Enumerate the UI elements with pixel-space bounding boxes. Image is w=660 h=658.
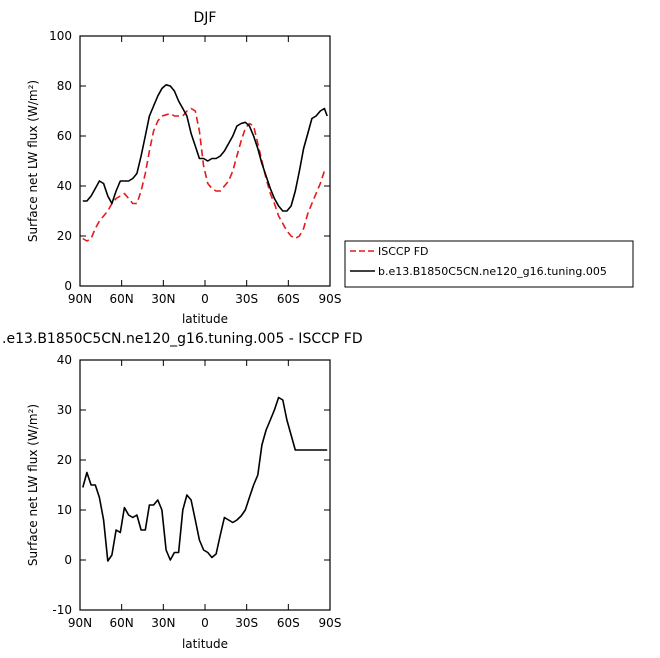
legend: ISCCP FD b.e13.B1850C5CN.ne120_g16.tunin…	[344, 240, 634, 288]
bottom-panel: .e13.B1850C5CN.ne120_g16.tuning.005 - IS…	[2, 331, 363, 651]
top-panel: DJF 0 20 40 60 80 100 90N 60N 30N 0 30S 60S 90S Sur…	[26, 10, 341, 326]
top-xtick-label: 60N	[110, 292, 134, 306]
bottom-ylabel: Surface net LW flux (W/m²)	[26, 404, 40, 566]
bottom-ytick-label: 30	[57, 403, 72, 417]
top-ytick-label: 0	[64, 279, 72, 293]
bottom-series-group	[82, 396, 328, 562]
legend-box	[344, 240, 634, 288]
bottom-xtick-label: 60S	[277, 616, 300, 630]
top-xlabel: latitude	[182, 312, 228, 326]
bottom-title: .e13.B1850C5CN.ne120_g16.tuning.005 - IS…	[2, 331, 363, 347]
top-xtick-label: 90N	[68, 292, 92, 306]
top-ytick-label: 80	[57, 79, 72, 93]
top-x-axis: 90N 60N 30N 0 30S 60S 90S	[68, 36, 342, 306]
bottom-xtick-label: 0	[201, 616, 209, 630]
bottom-ytick-label: 0	[64, 553, 72, 567]
bottom-ytick-label: 40	[57, 353, 72, 367]
top-series-line-1	[82, 84, 328, 212]
top-ytick-label: 40	[57, 179, 72, 193]
bottom-ytick-label: -10	[52, 603, 72, 617]
top-title: DJF	[194, 10, 217, 26]
bottom-ytick-label: 10	[57, 503, 72, 517]
top-plot-frame	[79, 35, 331, 287]
bottom-xlabel: latitude	[182, 637, 228, 651]
top-xtick-label: 0	[201, 292, 209, 306]
top-ytick-label: 100	[49, 29, 72, 43]
bottom-xtick-label: 30N	[151, 616, 175, 630]
legend-label-isccp: ISCCP FD	[378, 245, 429, 258]
top-series-group	[82, 84, 328, 242]
top-y-axis: 0 20 40 60 80 100	[49, 29, 330, 293]
bottom-ytick-label: 20	[57, 453, 72, 467]
bottom-x-axis: 90N 60N 30N 0 30S 60S 90S	[68, 360, 342, 630]
top-xtick-label: 30N	[151, 292, 175, 306]
bottom-xtick-label: 30S	[235, 616, 258, 630]
top-xtick-label: 60S	[277, 292, 300, 306]
top-ytick-label: 60	[57, 129, 72, 143]
top-ytick-label: 20	[57, 229, 72, 243]
bottom-xtick-label: 60N	[110, 616, 134, 630]
bottom-y-axis: -10 0 10 20 30 40	[52, 353, 330, 617]
top-xtick-label: 90S	[319, 292, 342, 306]
bottom-plot-frame	[79, 359, 331, 611]
top-xtick-label: 30S	[235, 292, 258, 306]
legend-label-model: b.e13.B1850C5CN.ne120_g16.tuning.005	[378, 265, 607, 278]
top-ylabel: Surface net LW flux (W/m²)	[26, 80, 40, 242]
bottom-xtick-label: 90S	[319, 616, 342, 630]
top-series-line-0	[82, 107, 328, 242]
bottom-series-line-0	[82, 396, 328, 562]
bottom-xtick-label: 90N	[68, 616, 92, 630]
